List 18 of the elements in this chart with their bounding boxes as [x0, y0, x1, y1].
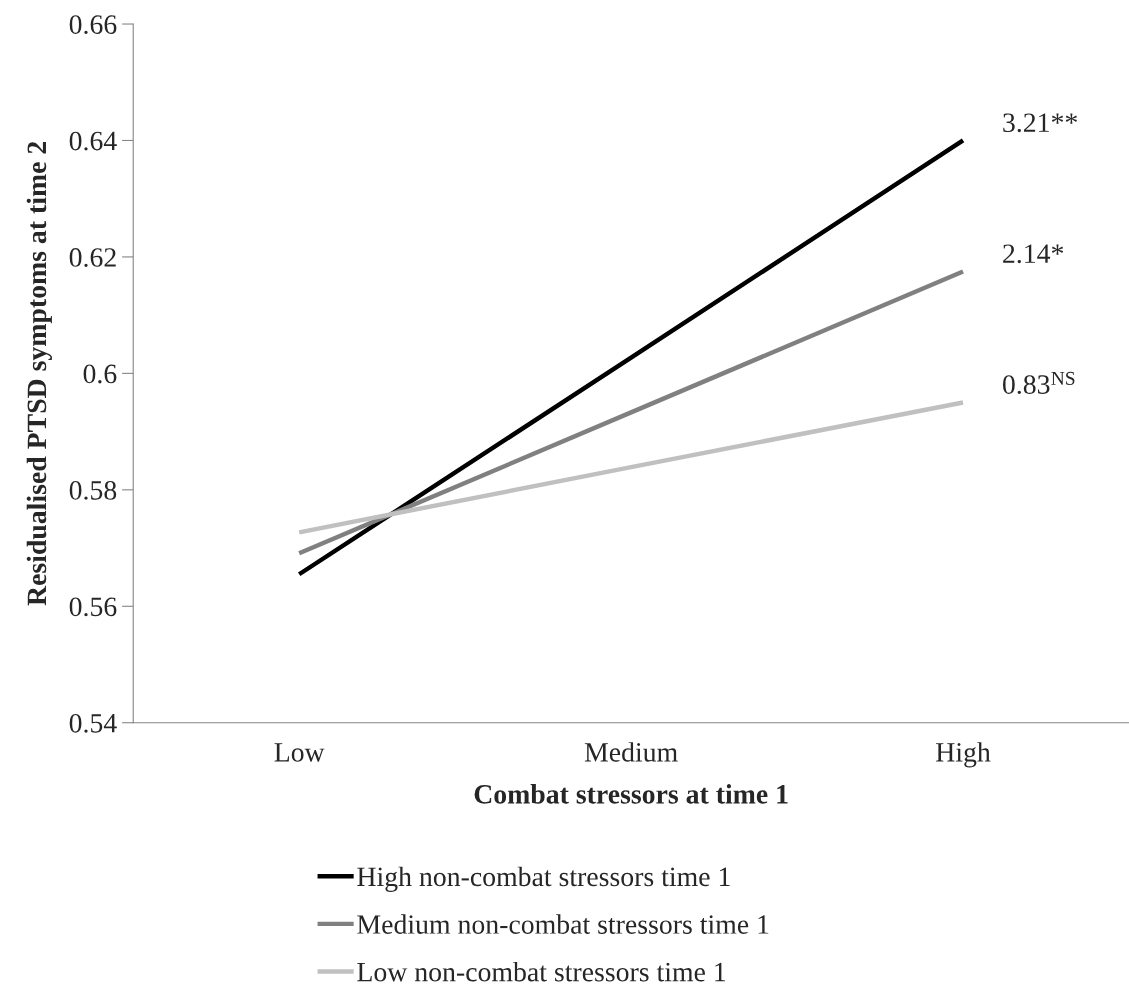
annotation: 3.21** — [1003, 113, 1077, 133]
x-axis-title: Combat stressors at time 1 — [474, 784, 788, 804]
y-tick-label: 0.62 — [69, 248, 116, 267]
annotation: 0.83$^{NS}$ — [1002, 371, 1075, 395]
y-tick-label: 0.66 — [69, 15, 117, 35]
y-tick-label: 0.54 — [69, 713, 117, 733]
legend-label: Medium non-combat stressors time 1 — [357, 914, 769, 934]
x-tick-label: Low — [274, 743, 325, 762]
legend-label: Low non-combat stressors time 1 — [357, 961, 726, 982]
y-tick-label: 0.58 — [69, 480, 117, 500]
x-tick-label: High — [936, 742, 991, 768]
x-tick-label: Medium — [584, 742, 678, 762]
y-tick-label: 0.6 — [83, 364, 117, 384]
legend-label: High non-combat stressors time 1 — [357, 866, 730, 892]
annotation: 2.14* — [1003, 244, 1064, 264]
y-tick-label: 0.56 — [69, 597, 117, 617]
y-axis-title: Residualised PTSD symptoms at time 2 — [26, 141, 52, 606]
y-tick-label: 0.64 — [69, 131, 117, 151]
